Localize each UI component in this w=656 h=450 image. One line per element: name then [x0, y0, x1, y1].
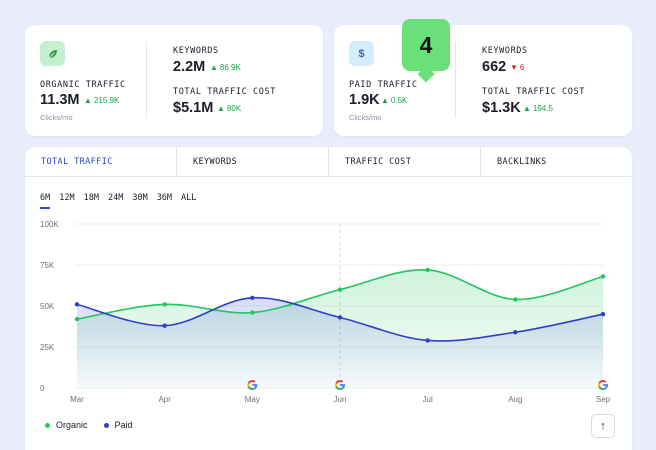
paid-keywords-delta: ▼ 6: [510, 63, 525, 72]
range-18m[interactable]: 18M: [83, 193, 99, 203]
organic-traffic-value: 11.3M: [40, 92, 80, 108]
google-icon: [335, 380, 345, 390]
range-12m[interactable]: 12M: [59, 193, 75, 203]
organic-keywords-delta: ▲ 86.9K: [210, 63, 241, 72]
paid-point-apr: [162, 323, 167, 328]
traffic-line-chart: 0 25K 50K 75K 100K Mar Apr May Jun Jul Aug Sep: [40, 220, 611, 404]
legend-organic-label: Organic: [56, 420, 88, 430]
google-icon: [247, 380, 258, 390]
y-tick-label: 0: [40, 384, 45, 393]
paid-series-area: [77, 297, 603, 388]
organic-point-jun: [337, 287, 343, 292]
organic-point-apr: [162, 302, 167, 307]
paid-point-mar: [74, 302, 80, 307]
legend-paid-label: Paid: [114, 420, 133, 430]
traffic-chart-panel: TOTAL TRAFFIC KEYWORDS TRAFFIC COST BACK…: [25, 147, 632, 450]
organic-keywords-label: KEYWORDS: [173, 46, 219, 56]
divider: [455, 42, 456, 118]
x-tick-label: Aug: [508, 395, 522, 404]
tab-backlinks[interactable]: BACKLINKS: [497, 157, 547, 167]
organic-cost-value: $5.1M: [173, 100, 214, 116]
arrow-up-icon: ▲: [523, 104, 531, 113]
y-tick-label: 50K: [40, 302, 55, 311]
paid-traffic-delta: ▲ 0.5K: [381, 96, 408, 105]
organic-point-jul: [425, 267, 430, 273]
range-30m[interactable]: 30M: [132, 193, 148, 203]
range-selector: 6M 12M 18M 24M 30M 36M ALL: [40, 193, 197, 209]
organic-traffic-card: ORGANIC TRAFFIC 11.3M ▲ 215.9K Clicks/mo …: [25, 25, 323, 136]
organic-traffic-unit: Clicks/mo: [40, 113, 73, 122]
y-tick-label: 75K: [40, 261, 55, 270]
divider: [146, 42, 147, 118]
range-36m[interactable]: 36M: [156, 193, 173, 203]
arrow-up-icon: ▲: [381, 96, 389, 105]
organic-keywords-value: 2.2M: [173, 59, 206, 75]
tab-keywords[interactable]: KEYWORDS: [177, 147, 329, 176]
arrow-down-icon: ▼: [510, 63, 518, 72]
paid-keywords-label: KEYWORDS: [482, 46, 528, 56]
organic-point-aug: [513, 297, 518, 302]
range-all[interactable]: ALL: [181, 193, 197, 203]
y-tick-label: 25K: [40, 343, 55, 352]
paid-cost-value: $1.3K: [482, 100, 521, 116]
paid-point-jul: [425, 338, 430, 343]
dollar-icon: $: [349, 41, 374, 66]
arrow-up-icon: ▲: [217, 104, 225, 113]
leaf-icon: [40, 41, 65, 66]
paid-point-may: [250, 295, 255, 300]
organic-traffic-label: ORGANIC TRAFFIC: [40, 80, 126, 90]
x-tick-label: May: [245, 395, 260, 404]
range-6m[interactable]: 6M: [40, 193, 51, 209]
paid-traffic-value: 1.9K: [349, 92, 380, 108]
chart-legend: Organic Paid: [45, 420, 133, 430]
x-tick-label: Apr: [158, 395, 171, 404]
x-tick-label: Sep: [596, 395, 611, 404]
organic-traffic-delta: ▲ 215.9K: [84, 96, 120, 105]
organic-point-sep: [600, 274, 606, 279]
organic-cost-label: TOTAL TRAFFIC COST: [173, 87, 276, 97]
scroll-top-button[interactable]: ↑: [591, 414, 615, 438]
x-tick-label: Jul: [423, 395, 433, 404]
paid-traffic-unit: Clicks/mo: [349, 113, 382, 122]
arrow-up-icon: ▲: [84, 96, 92, 105]
paid-traffic-card: $ PAID TRAFFIC 1.9K ▲ 0.5K Clicks/mo KEYW…: [334, 25, 632, 136]
tab-total-traffic[interactable]: TOTAL TRAFFIC: [25, 147, 177, 176]
paid-cost-delta: ▲ 194.5: [523, 104, 553, 113]
legend-paid-swatch: [103, 422, 109, 428]
x-tick-label: Jun: [334, 395, 347, 404]
range-24m[interactable]: 24M: [107, 193, 124, 203]
x-tick-label: Mar: [70, 395, 84, 404]
paid-keywords-value: 662: [482, 59, 507, 75]
chart-tabs: TOTAL TRAFFIC KEYWORDS TRAFFIC COST BACK…: [25, 147, 632, 177]
y-tick-label: 100K: [40, 220, 59, 229]
number-badge: 4: [402, 19, 450, 71]
arrow-up-icon: ↑: [600, 420, 606, 432]
paid-traffic-label: PAID TRAFFIC: [349, 80, 418, 90]
legend-organic-swatch: [45, 422, 50, 428]
legend-paid: Paid: [103, 420, 133, 430]
paid-cost-label: TOTAL TRAFFIC COST: [482, 87, 585, 97]
paid-point-sep: [600, 312, 606, 317]
arrow-up-icon: ▲: [210, 63, 218, 72]
paid-point-jun: [337, 315, 343, 320]
legend-organic: Organic: [45, 420, 88, 430]
organic-point-mar: [74, 316, 80, 322]
organic-cost-delta: ▲ 80K: [217, 104, 242, 113]
tab-traffic-cost[interactable]: TRAFFIC COST: [329, 147, 481, 176]
google-icon: [598, 380, 608, 390]
paid-point-aug: [513, 330, 518, 335]
organic-point-may: [250, 310, 255, 315]
